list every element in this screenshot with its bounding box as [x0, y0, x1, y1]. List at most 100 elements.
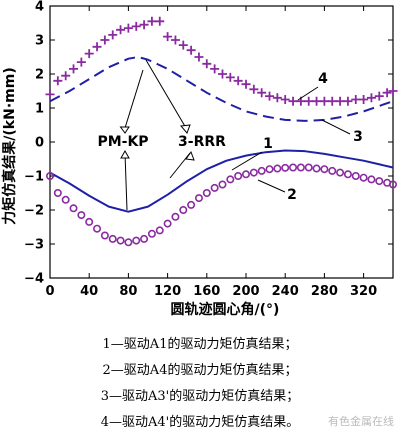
- x-tick-label: 0: [45, 284, 54, 299]
- series-2-point: [187, 200, 196, 209]
- series-4-point: [335, 96, 345, 106]
- annotation-3: 3: [353, 129, 363, 145]
- series-4-point: [304, 96, 314, 106]
- series-4-point: [139, 20, 149, 30]
- series-4-point: [131, 21, 141, 31]
- series-4-point: [186, 45, 196, 55]
- series-4-point: [319, 96, 329, 106]
- series-2-point: [53, 189, 62, 198]
- annotation-4: 4: [318, 71, 328, 87]
- annotation-2: 2: [287, 187, 297, 203]
- x-tick-label: 200: [232, 284, 259, 299]
- series-2-point: [116, 236, 125, 245]
- x-tick-label: 320: [350, 284, 377, 299]
- series-2-point: [210, 183, 219, 192]
- series-2-point: [100, 231, 109, 240]
- leader-line-3rrr-bottom: [169, 152, 191, 179]
- series-2-point: [218, 180, 227, 189]
- y-tick-label: 4: [35, 0, 44, 15]
- leader-line-1: [231, 151, 263, 171]
- y-tick-label: −2: [24, 204, 44, 219]
- leader-line-pmkp-bottom: [124, 152, 128, 211]
- series-2-point: [289, 163, 298, 172]
- series-4-point: [61, 71, 71, 81]
- series-4-point: [108, 30, 118, 40]
- series-2-point: [257, 166, 266, 175]
- series-4-point: [327, 96, 337, 106]
- series-2-point: [226, 175, 235, 184]
- series-4-point: [272, 93, 282, 103]
- series-2-point: [69, 204, 78, 213]
- series-2-point: [249, 168, 258, 177]
- annotation-pm-kp: PM-KP: [97, 134, 148, 150]
- series-2-point: [132, 236, 141, 245]
- series-4-point: [249, 84, 259, 94]
- x-tick-label: 160: [193, 284, 220, 299]
- series-4-point: [225, 72, 235, 82]
- y-tick-label: 1: [35, 102, 44, 117]
- series-2-point: [328, 166, 337, 175]
- series-3-line: [49, 56, 394, 122]
- series-4-point: [163, 32, 173, 42]
- legend-line-4: 4—驱动A4'的驱动力矩仿真结果。: [100, 415, 300, 430]
- series-4-point: [123, 23, 133, 33]
- series-2-point: [171, 212, 180, 221]
- leader-line-2: [257, 179, 286, 193]
- y-tick-label: 0: [35, 136, 44, 151]
- series-2-point: [163, 219, 172, 228]
- x-tick-label: 40: [80, 284, 98, 299]
- series-2-point: [61, 195, 70, 204]
- arrowhead-3rrr-top: [180, 124, 191, 134]
- series-1-line: [49, 149, 394, 213]
- x-tick-label: 80: [119, 284, 137, 299]
- series-4-point: [312, 96, 322, 106]
- series-2-point: [202, 189, 211, 198]
- series-2-point: [359, 173, 368, 182]
- x-tick-label: 240: [272, 284, 299, 299]
- series-2-point: [234, 172, 243, 181]
- series-2-point: [312, 164, 321, 173]
- series-2-point: [343, 170, 352, 179]
- series-2-point: [281, 163, 290, 172]
- series-2-point: [296, 163, 305, 172]
- y-tick-label: 3: [35, 34, 44, 49]
- series-2-point: [265, 165, 274, 174]
- series-4-point: [359, 95, 369, 104]
- arrowhead-pmkp-bottom: [120, 149, 130, 159]
- x-axis-label: 圆轨迹圆心角/(°): [171, 301, 280, 318]
- series-4-point: [388, 86, 398, 96]
- series-2-point: [77, 211, 86, 220]
- y-tick-label: −1: [24, 170, 44, 185]
- annotation-1: 1: [263, 136, 273, 152]
- series-4-point: [257, 88, 267, 98]
- series-4-point: [53, 76, 63, 86]
- y-tick-label: −3: [24, 238, 44, 253]
- series-4-point: [351, 95, 361, 104]
- series-2-point: [147, 229, 156, 238]
- series-2-point: [179, 206, 188, 215]
- series-4-point: [100, 35, 110, 45]
- series-4-point: [265, 91, 275, 101]
- series-2-point: [351, 172, 360, 181]
- series-4-point: [155, 16, 165, 26]
- series-4-point: [366, 93, 376, 103]
- leader-line-pmkp-top: [124, 69, 144, 129]
- series-2-point: [45, 172, 54, 181]
- arrowhead-3rrr-bottom: [185, 150, 195, 161]
- series-2-point: [273, 164, 282, 173]
- series-4-point: [241, 79, 251, 89]
- x-tick-label: 120: [154, 284, 181, 299]
- series-4-point: [92, 42, 102, 52]
- series-4-point: [84, 49, 94, 59]
- series-2-point: [108, 234, 117, 243]
- series-2-point: [124, 238, 133, 247]
- y-tick-label: 2: [35, 68, 44, 83]
- plot-area: 0 40 80 120 160 200 240 280 320 −4 −3 −2 −1 0 1 2 3 4 PM-K…: [24, 0, 398, 299]
- series-4-point: [178, 40, 188, 50]
- chart: 0 40 80 120 160 200 240 280 320 −4 −3 −2 −1 0 1 2 3 4 PM-K…: [1, 0, 398, 318]
- series-2-point: [155, 226, 164, 235]
- series-4-point: [280, 95, 290, 104]
- series-2-point: [367, 175, 376, 184]
- series-4-point: [45, 89, 55, 99]
- y-tick-label: −4: [24, 272, 44, 287]
